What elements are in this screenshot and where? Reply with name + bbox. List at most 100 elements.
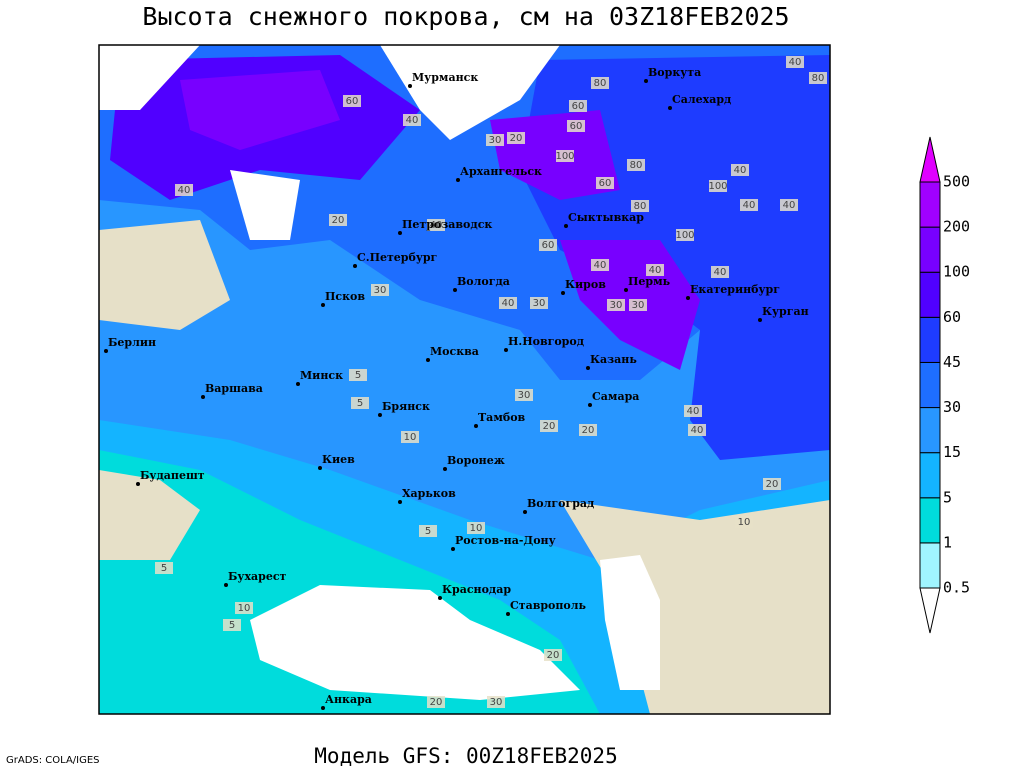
contour-label-box bbox=[155, 562, 173, 574]
colorbar-label: 500 bbox=[943, 173, 970, 191]
colorbar-band bbox=[919, 226, 941, 273]
bare-land bbox=[99, 470, 200, 560]
contour-label: 40 bbox=[691, 425, 704, 436]
contour-label-box bbox=[427, 219, 445, 231]
caspian-sea bbox=[600, 555, 660, 690]
city-label: Сыктывкар bbox=[568, 211, 644, 224]
city-dot bbox=[398, 231, 402, 235]
contour-label-box bbox=[607, 299, 625, 311]
contour-label: 5 bbox=[161, 563, 167, 574]
city-label: Тамбов bbox=[478, 411, 526, 424]
colorbar-max bbox=[919, 136, 941, 183]
city-dot bbox=[453, 288, 457, 292]
contour-label-box bbox=[539, 239, 557, 251]
city-label: Харьков bbox=[402, 487, 456, 500]
city-label: Берлин bbox=[108, 336, 156, 349]
city-dot bbox=[504, 348, 508, 352]
contour-label-box bbox=[499, 297, 517, 309]
city-label: Брянск bbox=[382, 400, 430, 413]
colorbar-label: 1 bbox=[943, 533, 952, 551]
city-label: Воронеж bbox=[447, 454, 505, 467]
city-dot bbox=[586, 366, 590, 370]
city-dot bbox=[224, 583, 228, 587]
contour-label: 20 bbox=[547, 650, 560, 661]
contour-label-box bbox=[403, 114, 421, 126]
contour-label: 10 bbox=[238, 603, 251, 614]
contour-label-box bbox=[786, 56, 804, 68]
colorbar-band bbox=[919, 361, 941, 409]
colorbar-label: 45 bbox=[943, 353, 961, 371]
city-label: Бухарест bbox=[228, 570, 287, 583]
contour-label-box bbox=[556, 150, 574, 162]
bare-land bbox=[99, 220, 230, 330]
baltic-sea bbox=[230, 170, 300, 240]
colorbar-min bbox=[919, 587, 941, 634]
city-dot bbox=[588, 403, 592, 407]
city-label: Анкара bbox=[325, 693, 372, 706]
contour-label-box bbox=[515, 389, 533, 401]
contour-label: 40 bbox=[430, 220, 443, 231]
city-label: С.Петербург bbox=[357, 251, 438, 264]
contour-label-box bbox=[809, 72, 827, 84]
contour-label-box bbox=[627, 159, 645, 171]
contour-label: 40 bbox=[783, 200, 796, 211]
city-label: Архангельск bbox=[460, 165, 542, 178]
contour-label: 80 bbox=[812, 73, 825, 84]
contour-label-box bbox=[763, 478, 781, 490]
contour-label: 40 bbox=[178, 185, 191, 196]
contour-label: 10 bbox=[738, 517, 751, 528]
colorbar-label: 15 bbox=[943, 443, 961, 461]
contour-label: 60 bbox=[570, 121, 583, 132]
contour-label-box bbox=[401, 431, 419, 443]
contour-label-box bbox=[467, 522, 485, 534]
city-label: Казань bbox=[590, 353, 637, 366]
city-dot bbox=[408, 84, 412, 88]
contour-label-box bbox=[567, 120, 585, 132]
contour-label-box bbox=[175, 184, 193, 196]
city-dot bbox=[561, 291, 565, 295]
contour-label-box bbox=[646, 264, 664, 276]
colorbar-band bbox=[919, 271, 941, 318]
contour-label: 40 bbox=[594, 260, 607, 271]
colorbar-label: 30 bbox=[943, 398, 961, 416]
contour-label: 60 bbox=[346, 96, 359, 107]
contour-label: 20 bbox=[766, 479, 779, 490]
city-dot bbox=[474, 424, 478, 428]
contour-label-box bbox=[591, 77, 609, 89]
contour-label: 30 bbox=[374, 285, 387, 296]
sea bbox=[99, 45, 200, 110]
black-sea bbox=[250, 585, 580, 700]
colorbar-band bbox=[919, 181, 941, 228]
contour-label-box bbox=[507, 132, 525, 144]
city-label: Самара bbox=[592, 390, 639, 403]
contour-label-box bbox=[329, 214, 347, 226]
contour-label-box bbox=[351, 397, 369, 409]
city-label: Вологда bbox=[457, 275, 510, 288]
map-area bbox=[99, 45, 830, 714]
city-dot bbox=[398, 500, 402, 504]
city-dot bbox=[456, 178, 460, 182]
contour-label: 40 bbox=[502, 298, 515, 309]
colorbar-band bbox=[919, 497, 941, 544]
contour-label: 40 bbox=[714, 267, 727, 278]
contour-label-box bbox=[731, 164, 749, 176]
city-label: Екатеринбург bbox=[690, 283, 780, 296]
contour-label: 80 bbox=[594, 78, 607, 89]
colorbar-band bbox=[919, 542, 941, 589]
city-dot bbox=[443, 467, 447, 471]
contour-label-box bbox=[223, 619, 241, 631]
contour-label-box bbox=[569, 100, 587, 112]
colorbar-label: 200 bbox=[943, 218, 970, 236]
city-dot bbox=[523, 510, 527, 514]
city-dot bbox=[564, 224, 568, 228]
contour-label: 5 bbox=[425, 526, 431, 537]
city-dot bbox=[506, 612, 510, 616]
city-label: Н.Новгород bbox=[508, 335, 584, 348]
contour-label: 10 bbox=[470, 523, 483, 534]
contour-label-box bbox=[235, 602, 253, 614]
contour-label: 40 bbox=[687, 406, 700, 417]
contour-label-box bbox=[740, 199, 758, 211]
contour-label-box bbox=[711, 266, 729, 278]
map-frame bbox=[98, 44, 831, 715]
city-label: Будапешт bbox=[140, 469, 205, 482]
